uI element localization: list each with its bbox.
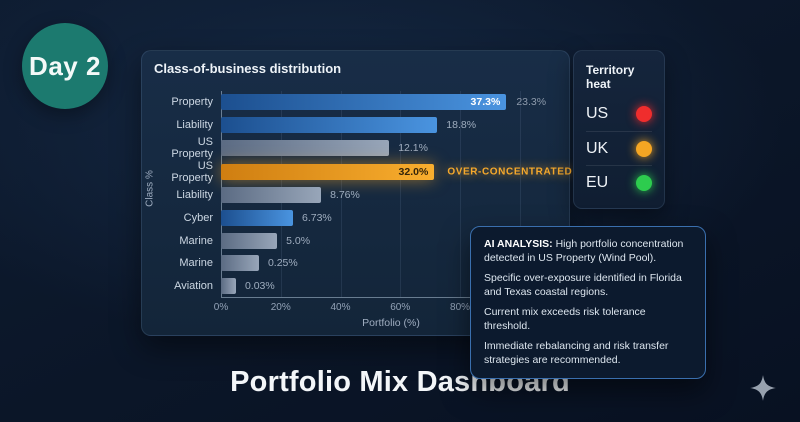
- category-label: Aviation: [174, 279, 213, 292]
- category-label: Cyber: [183, 212, 213, 225]
- x-tick-label: 40%: [330, 302, 351, 313]
- over-concentrated-annotation: OVER-CONCENTRATED: [447, 166, 573, 178]
- chart-row: US Property 32.0% OVER-CONCENTRATED: [154, 160, 572, 185]
- category-label: US Property: [171, 136, 213, 161]
- bar-value-label: 37.3%: [470, 96, 501, 109]
- territory-row: US: [586, 97, 652, 131]
- bar-value-label: 18.8%: [446, 118, 477, 131]
- ai-analysis-paragraph: Current mix exceeds risk tolerance thres…: [484, 305, 646, 333]
- territory-row: UK: [586, 130, 652, 166]
- chart-bar[interactable]: [221, 277, 236, 294]
- x-axis-line: [221, 297, 563, 298]
- bar-track: 6.73%: [221, 207, 561, 230]
- chart-rows: Property 37.3% 23.3% Liability 18.8% US Prope…: [154, 91, 572, 297]
- chart-row: US Property 12.1%: [154, 136, 561, 160]
- chart-row: Liability 18.8%: [154, 114, 561, 137]
- bar-value-label: 8.76%: [330, 189, 360, 202]
- chart-bar[interactable]: [221, 187, 322, 204]
- ai-analysis-panel: AI ANALYSIS: High portfolio concentratio…: [470, 226, 706, 379]
- bar-value-label: 0.25%: [267, 257, 298, 270]
- x-tick-label: 60%: [390, 302, 411, 313]
- sparkle-icon: [750, 375, 776, 401]
- gridline: [400, 91, 402, 297]
- x-tick-label: 0%: [213, 302, 229, 313]
- bar-track: 37.3% 23.3%: [221, 91, 561, 114]
- territory-rows: US UK EU: [574, 97, 664, 208]
- chart-bar[interactable]: [221, 140, 390, 157]
- ai-analysis-paragraph: Immediate rebalancing and risk transfer …: [484, 339, 669, 367]
- bar-track: 18.8%: [221, 114, 561, 137]
- bar-track: 0.03%: [221, 274, 561, 297]
- bar-value-label: 32.0%: [398, 166, 429, 179]
- bar-value-label: 12.1%: [398, 142, 428, 155]
- x-tick-label: 20%: [270, 302, 291, 313]
- chart-bar[interactable]: 37.3%: [221, 94, 507, 111]
- category-label: US Property: [171, 160, 213, 185]
- chart-bar[interactable]: [221, 116, 438, 133]
- ai-analysis-paragraph: Specific over-exposure identified in Flo…: [484, 271, 682, 299]
- territory-label: EU: [586, 174, 609, 192]
- chart-row: Marine 5.0%: [154, 229, 561, 252]
- chart-row: Cyber 6.73%: [154, 207, 561, 230]
- chart-title: Class-of-business distribution: [154, 61, 342, 76]
- day-badge: Day 2: [22, 23, 108, 109]
- x-axis-ticks: 0% 20% 40% 60% 80%: [214, 302, 561, 316]
- category-label: Liability: [176, 189, 213, 202]
- y-axis-title: Class %: [144, 170, 156, 207]
- class-of-business-chart-panel: Class-of-business distribution Property 3…: [141, 50, 572, 336]
- territory-heat-panel: Territory heat US UK EU: [573, 50, 665, 209]
- bar-value-label: 5.0%: [286, 234, 311, 247]
- chart-bar[interactable]: [221, 232, 278, 249]
- x-axis-title: Portfolio (%): [362, 317, 420, 329]
- status-dot-green: [636, 175, 652, 192]
- day-badge-label: Day 2: [29, 50, 101, 81]
- ai-analysis-heading: AI ANALYSIS:: [484, 238, 553, 250]
- chart-bar[interactable]: [221, 255, 259, 272]
- bar-track: 0.25%: [221, 252, 561, 275]
- chart-row: Property 37.3% 23.3%: [154, 91, 561, 114]
- territory-label: US: [586, 104, 609, 122]
- category-label: Liability: [176, 118, 213, 131]
- gridline: [460, 91, 462, 297]
- territory-label: UK: [586, 139, 609, 157]
- chart-row: Aviation 0.03%: [154, 274, 561, 297]
- territory-heat-title: Territory heat: [586, 63, 635, 91]
- chart-bar[interactable]: [221, 210, 293, 227]
- category-label: Property: [171, 96, 213, 109]
- bar-track: 8.76%: [221, 184, 561, 207]
- gridline: [519, 91, 521, 297]
- chart-row: Marine 0.25%: [154, 252, 561, 275]
- ai-analysis-intro: High portfolio concentration detected in…: [484, 238, 684, 265]
- bar-track: 12.1%: [221, 136, 561, 160]
- status-dot-red: [636, 105, 652, 122]
- chart-row: Liability 8.76%: [154, 184, 561, 207]
- bar-value-label: 0.03%: [244, 279, 275, 292]
- category-label: Marine: [179, 257, 213, 270]
- bar-track: 32.0% OVER-CONCENTRATED: [221, 160, 572, 184]
- category-label: Marine: [179, 234, 213, 247]
- bar-value-label: 6.73%: [302, 212, 332, 225]
- bar-secondary-label: 23.3%: [516, 96, 547, 109]
- status-dot-amber: [636, 140, 652, 157]
- x-tick-label: 80%: [450, 302, 471, 313]
- chart-bar[interactable]: 32.0%: [221, 164, 435, 181]
- ai-analysis-paragraph: AI ANALYSIS: High portfolio concentratio…: [484, 237, 692, 266]
- gridline: [340, 91, 342, 297]
- territory-row: EU: [586, 165, 652, 200]
- bar-track: 5.0%: [221, 229, 561, 252]
